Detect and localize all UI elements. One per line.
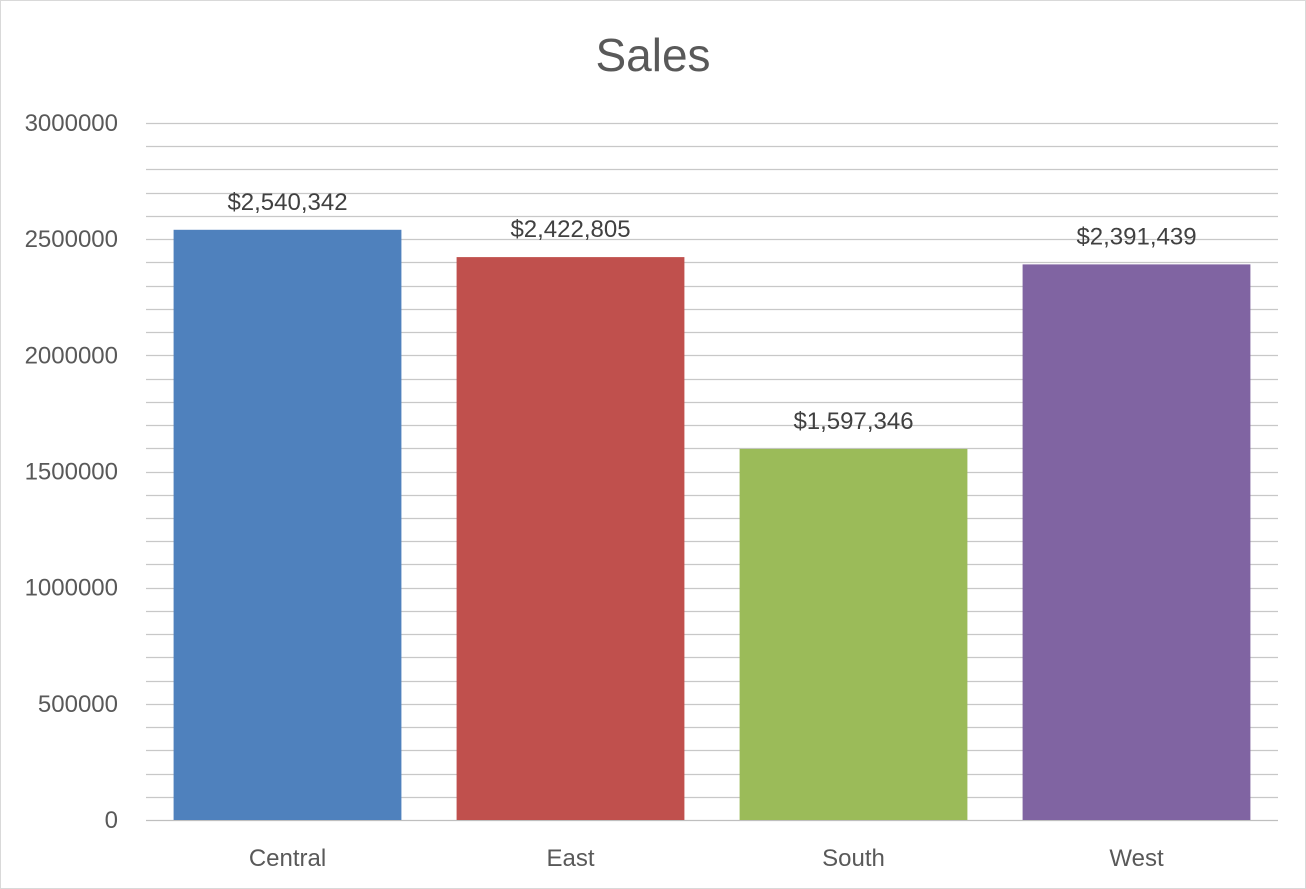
y-tick-label: 500000 [38, 691, 118, 718]
y-axis: 0 500000 1000000 1500000 2000000 2500000 30000… [25, 110, 118, 834]
bar-west [1022, 264, 1251, 820]
x-tick-label: East [546, 845, 594, 872]
y-tick-label: 1000000 [25, 575, 118, 602]
y-tick-label: 2000000 [25, 342, 118, 369]
x-tick-label: South [822, 845, 885, 872]
y-tick-label: 2500000 [25, 226, 118, 253]
data-label: $2,422,805 [510, 216, 630, 243]
bar-central [173, 229, 402, 820]
x-axis: Central East South West [249, 845, 1164, 872]
bar-south [739, 448, 968, 820]
bar-east [456, 257, 685, 820]
data-label: $2,540,342 [227, 189, 347, 216]
data-label: $1,597,346 [793, 408, 913, 435]
y-tick-label: 3000000 [25, 110, 118, 137]
x-tick-label: West [1109, 845, 1164, 872]
chart-title: Sales [595, 29, 711, 81]
bar-series: $2,540,342 $2,422,805 $1,597,346 $2,391,439 [173, 189, 1251, 820]
x-tick-label: Central [249, 845, 326, 872]
y-tick-label: 1500000 [25, 459, 118, 486]
y-tick-label: 0 [105, 807, 118, 834]
data-label: $2,391,439 [1076, 223, 1196, 250]
